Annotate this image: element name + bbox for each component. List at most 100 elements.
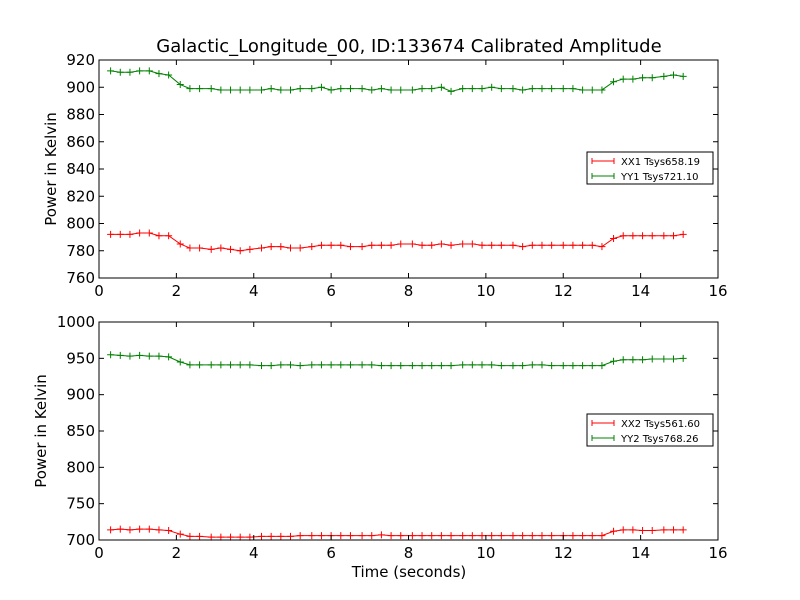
data-point (579, 532, 587, 540)
data-point (116, 351, 124, 359)
data-point (165, 527, 173, 535)
data-point (488, 361, 496, 369)
data-point (358, 85, 366, 93)
data-point (207, 85, 215, 93)
y-axis-label: Power in Kelvin (42, 112, 60, 226)
data-point (337, 241, 345, 249)
data-point (497, 241, 505, 249)
data-point (670, 232, 678, 240)
data-point (428, 532, 436, 540)
data-point (397, 362, 405, 370)
data-point (296, 362, 304, 370)
data-point (639, 232, 647, 240)
data-point (196, 85, 204, 93)
data-point (497, 85, 505, 93)
data-point (317, 83, 325, 91)
data-point (670, 71, 678, 79)
data-point (368, 241, 376, 249)
y-tick-label: 900 (66, 386, 95, 404)
data-point (548, 241, 556, 249)
data-point (639, 527, 647, 535)
y-tick-label: 700 (66, 531, 95, 549)
data-point (377, 362, 385, 370)
data-point (559, 85, 567, 93)
data-point (660, 526, 668, 534)
data-point (579, 241, 587, 249)
legend-label: YY2 Tsys768.26 (620, 434, 699, 445)
data-point (428, 85, 436, 93)
data-point (679, 354, 687, 362)
x-tick-label: 16 (708, 544, 727, 562)
data-point (619, 356, 627, 364)
data-point (588, 86, 596, 94)
data-point (610, 234, 618, 242)
data-point (428, 241, 436, 249)
data-point (569, 532, 577, 540)
top-plot-panel: 0 2 4 6 8 10 12 14 16 760 780 800 820 840 860 880 900 920… (42, 51, 728, 300)
data-point (559, 362, 567, 370)
legend-marker (591, 158, 615, 164)
data-point (196, 244, 204, 252)
data-point (346, 85, 354, 93)
data-point (437, 83, 445, 91)
data-point (679, 230, 687, 238)
data-point (246, 245, 254, 253)
data-point (559, 241, 567, 249)
data-point (629, 356, 637, 364)
data-point (598, 362, 606, 370)
data-point (408, 532, 416, 540)
figure-title: Galactic_Longitude_00, ID:133674 Calibra… (156, 36, 661, 57)
data-point (287, 532, 295, 540)
data-point (327, 361, 335, 369)
data-point (468, 85, 476, 93)
data-point (267, 85, 275, 93)
data-point (538, 361, 546, 369)
data-point (246, 361, 254, 369)
data-point (126, 352, 134, 360)
data-point (358, 243, 366, 251)
y-tick-label: 950 (66, 349, 95, 367)
data-point (267, 532, 275, 540)
data-point (397, 532, 405, 540)
data-point (639, 74, 647, 82)
legend: XX1 Tsys658.19 YY1 Tsys721.10 (586, 151, 714, 185)
data-point (497, 362, 505, 370)
legend-label: YY1 Tsys721.10 (620, 172, 699, 183)
data-point (459, 532, 467, 540)
x-tick-label: 8 (404, 282, 414, 300)
data-point (519, 86, 527, 94)
data-point (468, 240, 476, 248)
data-point (358, 532, 366, 540)
data-point (267, 243, 275, 251)
data-point (196, 361, 204, 369)
data-point (165, 232, 173, 240)
data-point (408, 240, 416, 248)
data-point (277, 532, 285, 540)
data-point (660, 72, 668, 80)
y-tick-label: 1000 (57, 313, 95, 331)
data-point (619, 526, 627, 534)
data-point (107, 526, 115, 534)
data-point (459, 85, 467, 93)
data-point (186, 532, 194, 540)
data-point (478, 85, 486, 93)
data-point (497, 532, 505, 540)
x-tick-label: 4 (249, 544, 259, 562)
series-0-0 (107, 229, 687, 255)
data-point (459, 361, 467, 369)
data-point (267, 362, 275, 370)
legend-box (586, 413, 714, 447)
data-point (217, 533, 225, 541)
data-point (437, 532, 445, 540)
data-point (488, 241, 496, 249)
data-point (598, 243, 606, 251)
y-tick-label: 750 (66, 495, 95, 513)
data-point (308, 532, 316, 540)
data-point (478, 241, 486, 249)
data-point (296, 244, 304, 252)
data-point (538, 532, 546, 540)
series-line (110, 528, 684, 538)
data-point (116, 68, 124, 76)
series-line (110, 70, 684, 92)
data-point (116, 525, 124, 533)
